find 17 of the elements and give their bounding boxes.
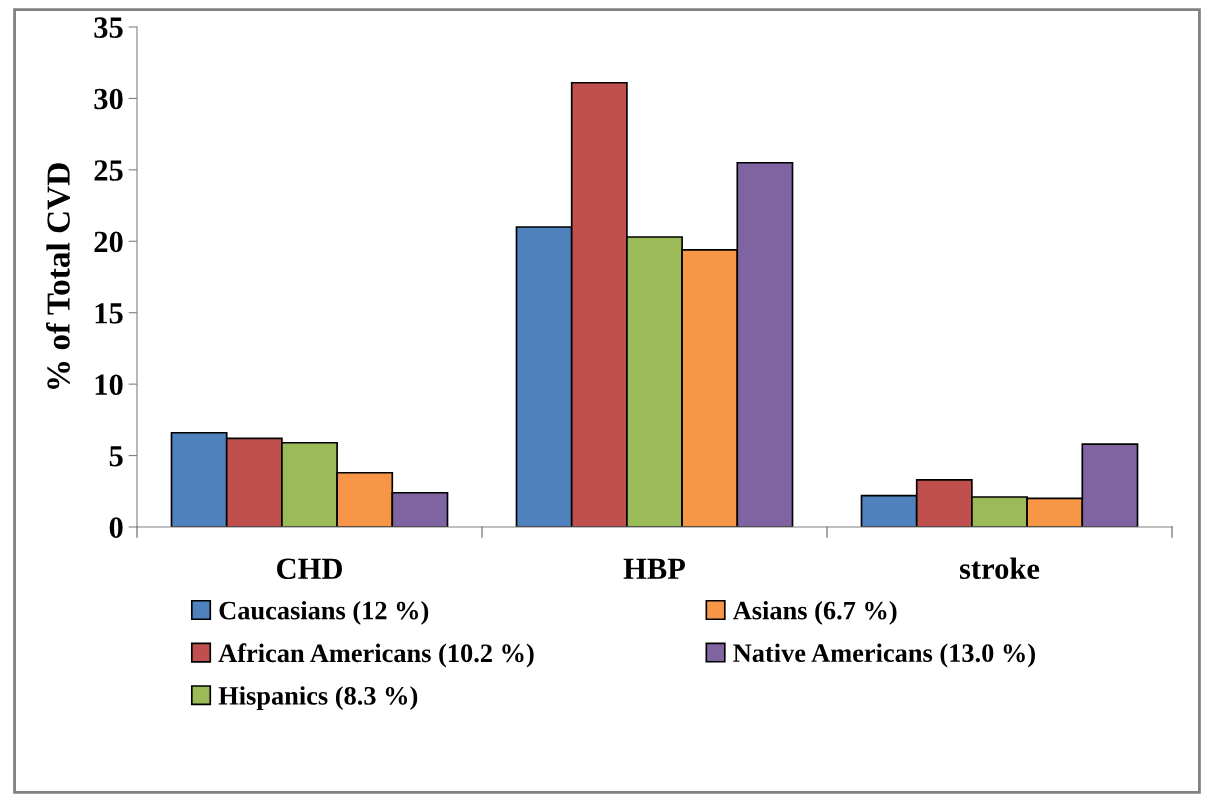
legend-label: Caucasians (12 %) (219, 600, 429, 625)
y-tick-label: 5 (109, 446, 123, 467)
x-tick-label: CHD (277, 558, 342, 580)
legend-label: Hispanics (8.3 %) (218, 686, 418, 711)
y-tick-label: 35 (94, 17, 123, 38)
legend-label: Asians (6.7 %) (732, 600, 897, 625)
y-tick-label: 20 (94, 231, 123, 253)
legend-label: African Americans (10.2 %) (218, 643, 534, 668)
x-tick-label: stroke (959, 557, 1040, 580)
y-tick-label: 30 (94, 88, 123, 110)
y-tick-label: 15 (95, 303, 123, 324)
y-tick-label: 25 (94, 160, 123, 181)
y-tick-label: 10 (95, 374, 123, 396)
y-tick-label: 0 (109, 517, 123, 538)
x-tick-label: HBP (623, 558, 686, 579)
y-axis-title: % of Total CVD (46, 163, 70, 389)
legend-label: Native Americans (13.0 %) (733, 643, 1035, 668)
